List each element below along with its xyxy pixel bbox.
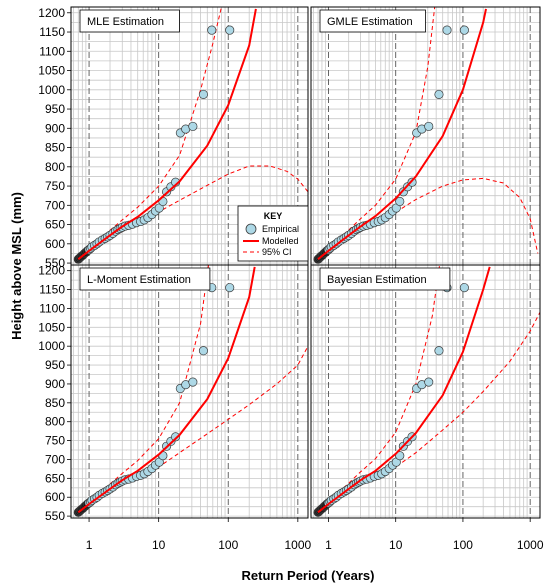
legend-title: KEY xyxy=(264,211,283,221)
panel-plot-area xyxy=(71,265,308,518)
y-tick-label: 1000 xyxy=(38,83,65,97)
panel-title-box: Bayesian Estimation xyxy=(319,267,451,291)
y-tick-label: 650 xyxy=(45,471,65,485)
x-tick-label: 1 xyxy=(325,538,332,552)
panel-title: L-Moment Estimation xyxy=(87,274,191,286)
empirical-point xyxy=(225,25,235,35)
y-tick-label: 550 xyxy=(45,509,65,523)
y-tick-label: 1050 xyxy=(38,320,65,334)
panel-1: MLE Estimation xyxy=(70,6,309,266)
legend-empirical-label: Empirical xyxy=(262,224,299,234)
empirical-point xyxy=(188,377,198,387)
y-tick-label: 900 xyxy=(45,121,65,135)
y-tick-label: 700 xyxy=(45,452,65,466)
y-tick-label: 800 xyxy=(45,160,65,174)
panel-frame xyxy=(70,264,309,519)
empirical-point xyxy=(424,377,434,387)
x-axis-title: Return Period (Years) xyxy=(242,568,375,583)
panel-3: L-Moment Estimation xyxy=(70,264,309,519)
y-tick-label: 600 xyxy=(45,490,65,504)
ci-lower-line xyxy=(78,165,308,260)
y-tick-label: 750 xyxy=(45,179,65,193)
legend-modelled-label: Modelled xyxy=(262,236,299,246)
modelled-line xyxy=(317,266,491,514)
axis-labels-layer: 5506006507007508008509009501000105011001… xyxy=(38,6,544,552)
panel-frame xyxy=(310,264,541,519)
y-axis-title: Height above MSL (mm) xyxy=(9,192,24,340)
panel-title-box: GMLE Estimation xyxy=(319,9,426,33)
empirical-point xyxy=(434,346,444,356)
panel-title: Bayesian Estimation xyxy=(327,274,427,286)
legend-box: KEY Empirical Modelled 95% CI xyxy=(237,205,309,262)
panel-title: MLE Estimation xyxy=(87,16,164,28)
empirical-point xyxy=(225,283,235,293)
panel-title-box: L-Moment Estimation xyxy=(79,267,211,291)
empirical-point xyxy=(434,89,444,99)
empirical-point xyxy=(207,25,217,35)
y-tick-label: 950 xyxy=(45,102,65,116)
empirical-point xyxy=(198,346,208,356)
y-tick-label: 1100 xyxy=(39,44,65,58)
modelled-line xyxy=(77,266,256,514)
y-tick-label: 1150 xyxy=(39,25,65,39)
x-tick-label: 10 xyxy=(389,538,403,552)
empirical-point xyxy=(188,121,198,131)
y-tick-label: 650 xyxy=(45,218,65,232)
x-tick-label: 100 xyxy=(218,538,238,552)
panels-layer: MLE Estimation GMLE Estimation L-Moment Es… xyxy=(70,6,541,519)
y-tick-label: 1150 xyxy=(39,283,65,297)
y-tick-label: 550 xyxy=(45,256,65,270)
y-tick-label: 850 xyxy=(45,141,65,155)
panel-2: GMLE Estimation xyxy=(310,6,541,266)
modelled-line xyxy=(77,8,257,260)
empirical-point xyxy=(424,121,434,131)
empirical-point xyxy=(395,451,405,461)
x-tick-label: 10 xyxy=(152,538,166,552)
y-tick-label: 700 xyxy=(45,198,65,212)
y-tick-label: 900 xyxy=(45,377,65,391)
x-tick-label: 1 xyxy=(86,538,93,552)
panel-plot-area xyxy=(311,265,540,518)
legend-empirical-marker xyxy=(245,223,257,235)
y-tick-label: 1100 xyxy=(39,301,65,315)
panel-plot-area xyxy=(311,7,540,265)
y-tick-label: 750 xyxy=(45,434,65,448)
empirical-point xyxy=(395,196,405,207)
y-tick-label: 850 xyxy=(45,396,65,410)
empirical-point xyxy=(198,89,208,99)
modelled-line xyxy=(317,8,487,260)
x-tick-label: 1000 xyxy=(517,538,544,552)
empirical-point xyxy=(442,25,452,35)
panel-title: GMLE Estimation xyxy=(327,16,413,28)
panel-4: Bayesian Estimation xyxy=(310,264,541,519)
y-tick-label: 600 xyxy=(45,237,65,251)
y-tick-label: 800 xyxy=(45,415,65,429)
empirical-point xyxy=(459,25,469,35)
panel-frame xyxy=(310,6,541,266)
y-tick-label: 950 xyxy=(45,358,65,372)
y-tick-label: 1000 xyxy=(38,339,65,353)
y-tick-label: 1050 xyxy=(38,64,65,78)
y-tick-label: 1200 xyxy=(38,264,65,278)
panel-title-box: MLE Estimation xyxy=(79,9,180,33)
y-tick-label: 1200 xyxy=(38,6,65,20)
empirical-point xyxy=(171,432,181,442)
panel-plot-area xyxy=(71,7,308,265)
x-tick-label: 1000 xyxy=(284,538,311,552)
x-tick-label: 100 xyxy=(453,538,473,552)
legend-ci-label: 95% CI xyxy=(262,247,292,257)
empirical-point xyxy=(459,283,469,293)
